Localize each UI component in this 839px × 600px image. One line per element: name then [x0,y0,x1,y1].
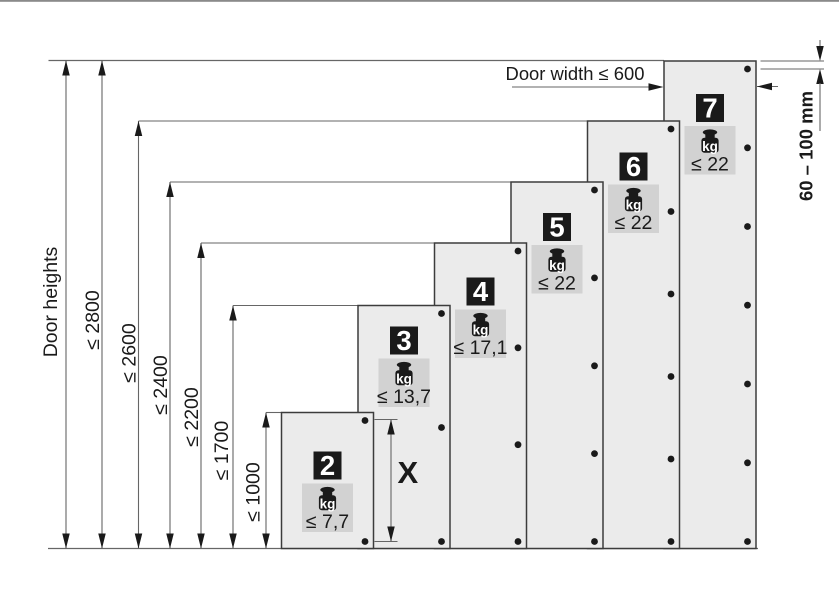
svg-text:≤ 7,7: ≤ 7,7 [306,511,349,533]
svg-text:2: 2 [320,450,335,481]
svg-text:≤ 2400: ≤ 2400 [150,355,172,415]
svg-text:kg: kg [320,496,336,511]
svg-text:kg: kg [549,258,565,273]
svg-text:6: 6 [626,151,641,182]
svg-text:kg: kg [396,371,412,386]
svg-text:4: 4 [473,276,489,307]
svg-text:≤ 22: ≤ 22 [615,212,653,234]
svg-text:3: 3 [396,325,411,356]
svg-text:≤ 1700: ≤ 1700 [211,421,233,481]
svg-text:5: 5 [549,212,564,243]
svg-text:X: X [398,455,419,490]
svg-text:Door width ≤ 600: Door width ≤ 600 [506,63,645,84]
svg-text:kg: kg [626,197,642,212]
svg-text:≤ 22: ≤ 22 [691,154,729,176]
svg-text:≤ 1000: ≤ 1000 [243,462,265,522]
svg-text:kg: kg [702,139,718,154]
svg-text:≤ 22: ≤ 22 [538,273,576,295]
svg-text:Door heights: Door heights [40,246,62,357]
svg-text:≤ 17,1: ≤ 17,1 [453,337,507,359]
svg-text:≤ 2600: ≤ 2600 [119,323,141,383]
svg-text:≤ 2200: ≤ 2200 [181,387,203,447]
svg-text:60 – 100 mm: 60 – 100 mm [796,91,817,201]
svg-text:≤ 2800: ≤ 2800 [82,290,104,350]
svg-text:kg: kg [473,322,489,337]
svg-text:7: 7 [702,93,717,124]
svg-text:≤ 13,7: ≤ 13,7 [377,386,431,408]
